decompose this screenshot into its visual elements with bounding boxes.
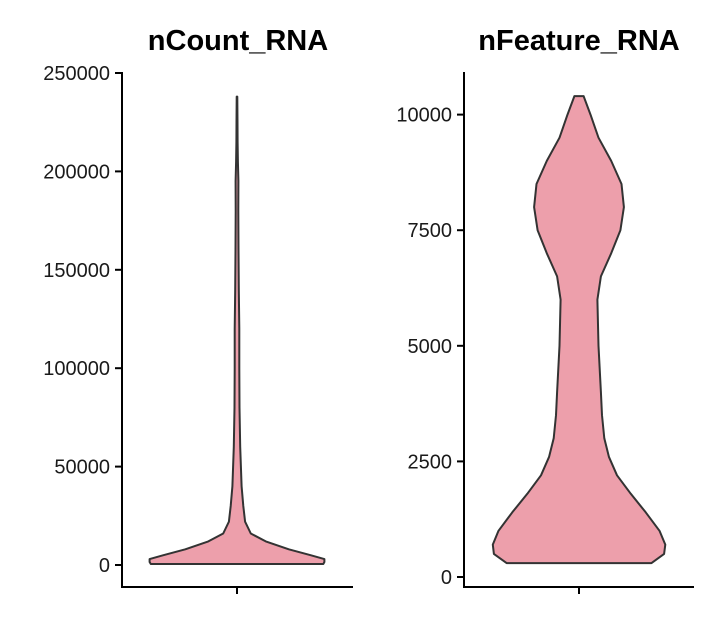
violin-shape [491,95,667,565]
y-tick-label: 150000 [43,260,110,282]
y-tick-label: 250000 [43,63,110,85]
y-tick-label: 200000 [43,161,110,183]
y-tick-label: 10000 [396,105,452,127]
chart-title: nFeature_RNA [478,25,679,57]
y-ticks: 0 2500 5000 7500 10000 [396,105,464,589]
y-tick-label: 5000 [408,336,453,358]
y-tick-label: 0 [441,567,452,589]
panel-nfeature-rna: nFeature_RNA 0 2500 5000 7500 10000 [396,25,694,594]
violin-layer [148,95,326,565]
y-tick-label: 2500 [408,451,453,473]
y-tick-label: 7500 [408,220,453,242]
y-tick-label: 100000 [43,358,110,380]
chart-title: nCount_RNA [148,25,328,57]
panel-ncount-rna: nCount_RNA 0 50000 100000 150000 200000 25000… [43,25,353,594]
y-tick-label: 50000 [54,457,110,479]
violin-shape [148,95,326,565]
violin-layer [491,95,667,565]
y-ticks: 0 50000 100000 150000 200000 250000 [43,63,122,577]
y-tick-label: 0 [99,555,110,577]
